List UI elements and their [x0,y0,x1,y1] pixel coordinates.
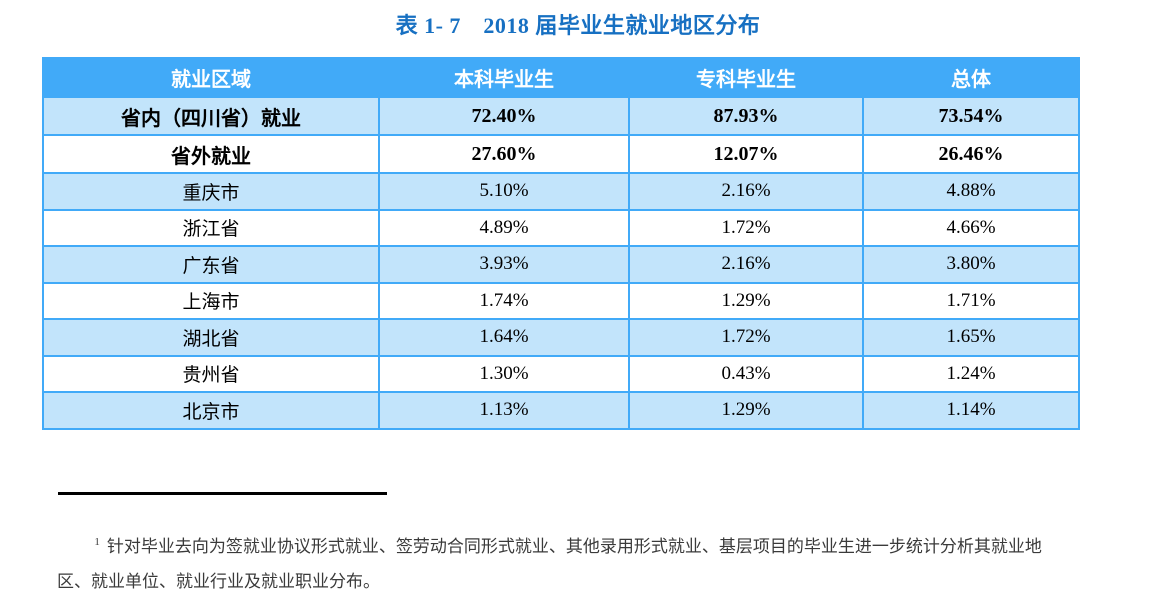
total-cell: 26.46% [862,134,1080,174]
junior-cell: 1.72% [628,318,864,357]
table-header-row: 就业区域 本科毕业生 专科毕业生 总体 [42,57,1080,98]
table-row: 重庆市 5.10% 2.16% 4.88% [42,172,1080,211]
table-row: 省内（四川省）就业 72.40% 87.93% 73.54% [42,96,1080,136]
footnote-separator [58,492,387,495]
employment-region-table: 就业区域 本科毕业生 专科毕业生 总体 省内（四川省）就业 72.40% 87.… [42,57,1080,430]
junior-cell: 87.93% [628,96,864,136]
footnote-text: 针对毕业去向为签就业协议形式就业、签劳动合同形式就业、其他录用形式就业、基层项目… [57,537,1042,591]
region-cell: 广东省 [42,245,380,284]
region-cell: 浙江省 [42,208,380,247]
table-row: 上海市 1.74% 1.29% 1.71% [42,281,1080,320]
table-row: 北京市 1.13% 1.29% 1.14% [42,391,1080,430]
table-row: 省外就业 27.60% 12.07% 26.46% [42,134,1080,174]
junior-cell: 2.16% [628,245,864,284]
total-cell: 1.24% [862,354,1080,393]
undergrad-cell: 1.30% [378,354,630,393]
total-cell: 4.88% [862,172,1080,211]
junior-cell: 1.72% [628,208,864,247]
region-cell: 贵州省 [42,354,380,393]
table-row: 贵州省 1.30% 0.43% 1.24% [42,354,1080,393]
junior-cell: 12.07% [628,134,864,174]
total-cell: 1.65% [862,318,1080,357]
region-cell: 上海市 [42,281,380,320]
total-cell: 4.66% [862,208,1080,247]
column-header-undergrad: 本科毕业生 [378,57,630,98]
junior-cell: 1.29% [628,391,864,430]
footnote: 1 针对毕业去向为签就业协议形式就业、签劳动合同形式就业、其他录用形式就业、基层项… [57,529,1057,595]
junior-cell: 1.29% [628,281,864,320]
undergrad-cell: 5.10% [378,172,630,211]
undergrad-cell: 1.74% [378,281,630,320]
table-row: 浙江省 4.89% 1.72% 4.66% [42,208,1080,247]
footnote-marker: 1 [94,536,100,549]
region-cell: 北京市 [42,391,380,430]
undergrad-cell: 1.13% [378,391,630,430]
region-cell: 重庆市 [42,172,380,211]
total-cell: 73.54% [862,96,1080,136]
total-cell: 1.14% [862,391,1080,430]
total-cell: 3.80% [862,245,1080,284]
table-title: 表 1- 7 2018 届毕业生就业地区分布 [395,13,761,38]
undergrad-cell: 3.93% [378,245,630,284]
undergrad-cell: 1.64% [378,318,630,357]
table-row: 广东省 3.93% 2.16% 3.80% [42,245,1080,284]
region-cell: 省外就业 [42,134,380,174]
undergrad-cell: 4.89% [378,208,630,247]
undergrad-cell: 72.40% [378,96,630,136]
column-header-total: 总体 [862,57,1080,98]
column-header-junior: 专科毕业生 [628,57,864,98]
region-cell: 省内（四川省）就业 [42,96,380,136]
region-cell: 湖北省 [42,318,380,357]
junior-cell: 0.43% [628,354,864,393]
column-header-region: 就业区域 [42,57,380,98]
junior-cell: 2.16% [628,172,864,211]
undergrad-cell: 27.60% [378,134,630,174]
total-cell: 1.71% [862,281,1080,320]
table-row: 湖北省 1.64% 1.72% 1.65% [42,318,1080,357]
